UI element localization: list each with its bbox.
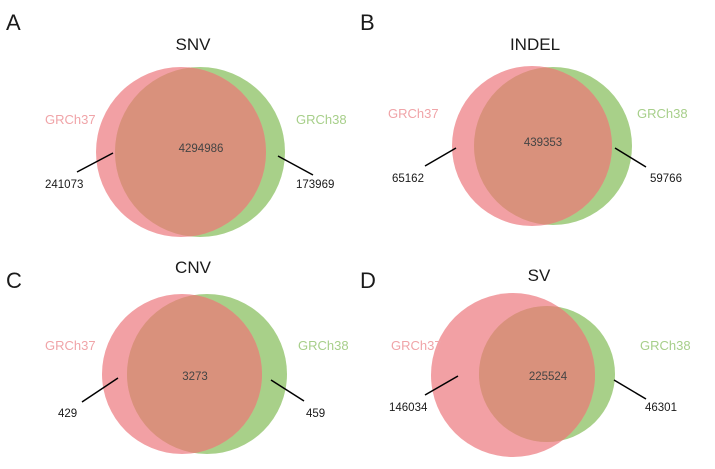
- grch37-only-count: 146034: [389, 402, 428, 414]
- panel-title: SNV: [176, 35, 212, 54]
- grch38-label: GRCh38: [298, 338, 349, 353]
- overlap-region: [115, 67, 266, 237]
- overlap-region: [474, 67, 612, 225]
- grch38-only-count: 59766: [650, 173, 682, 185]
- panel-title: CNV: [175, 258, 212, 277]
- panel-letter: A: [6, 10, 21, 35]
- grch37-label: GRCh37: [45, 112, 96, 127]
- shared-count: 3273: [182, 371, 208, 383]
- shared-count: 4294986: [179, 143, 224, 155]
- shared-count: 439353: [524, 137, 562, 149]
- grch38-label: GRCh38: [296, 112, 347, 127]
- overlap-region: [479, 306, 595, 442]
- overlap-region: [127, 294, 262, 454]
- shared-count: 225524: [529, 371, 568, 383]
- grch38-only-count: 46301: [645, 402, 677, 414]
- panel-letter: D: [360, 268, 376, 293]
- panel-c: C CNV GRCh37 GRCh38 3273 429 459: [6, 258, 349, 454]
- grch38-only-count: 459: [306, 408, 325, 420]
- right-pointer-line: [614, 147, 647, 168]
- grch38-only-count: 173969: [296, 179, 334, 191]
- left-pointer-line: [76, 152, 114, 173]
- right-pointer-line: [277, 155, 314, 176]
- panel-letter: C: [6, 268, 22, 293]
- grch37-label: GRCh37: [391, 338, 442, 353]
- panel-d: D SV GRCh37 GRCh38 225524 146034 46301: [360, 266, 691, 457]
- left-pointer-line: [424, 147, 457, 167]
- grch37-only-count: 241073: [45, 179, 83, 191]
- grch37-only-count: 65162: [392, 173, 424, 185]
- panel-title: INDEL: [510, 35, 560, 54]
- grch38-label: GRCh38: [640, 338, 691, 353]
- panel-b: B INDEL GRCh37 GRCh38 439353 65162 59766: [360, 10, 688, 226]
- grch37-label: GRCh37: [45, 338, 96, 353]
- panel-title: SV: [528, 266, 551, 285]
- grch37-label: GRCh37: [388, 106, 439, 121]
- panel-letter: B: [360, 10, 375, 35]
- right-pointer-line: [270, 379, 305, 402]
- right-pointer-line: [613, 379, 647, 400]
- left-pointer-line: [81, 377, 119, 403]
- left-pointer-line: [424, 375, 459, 396]
- grch38-label: GRCh38: [637, 106, 688, 121]
- panel-a: A SNV GRCh37 GRCh38 4294986 241073 17396…: [6, 10, 347, 237]
- grch37-only-count: 429: [58, 408, 77, 420]
